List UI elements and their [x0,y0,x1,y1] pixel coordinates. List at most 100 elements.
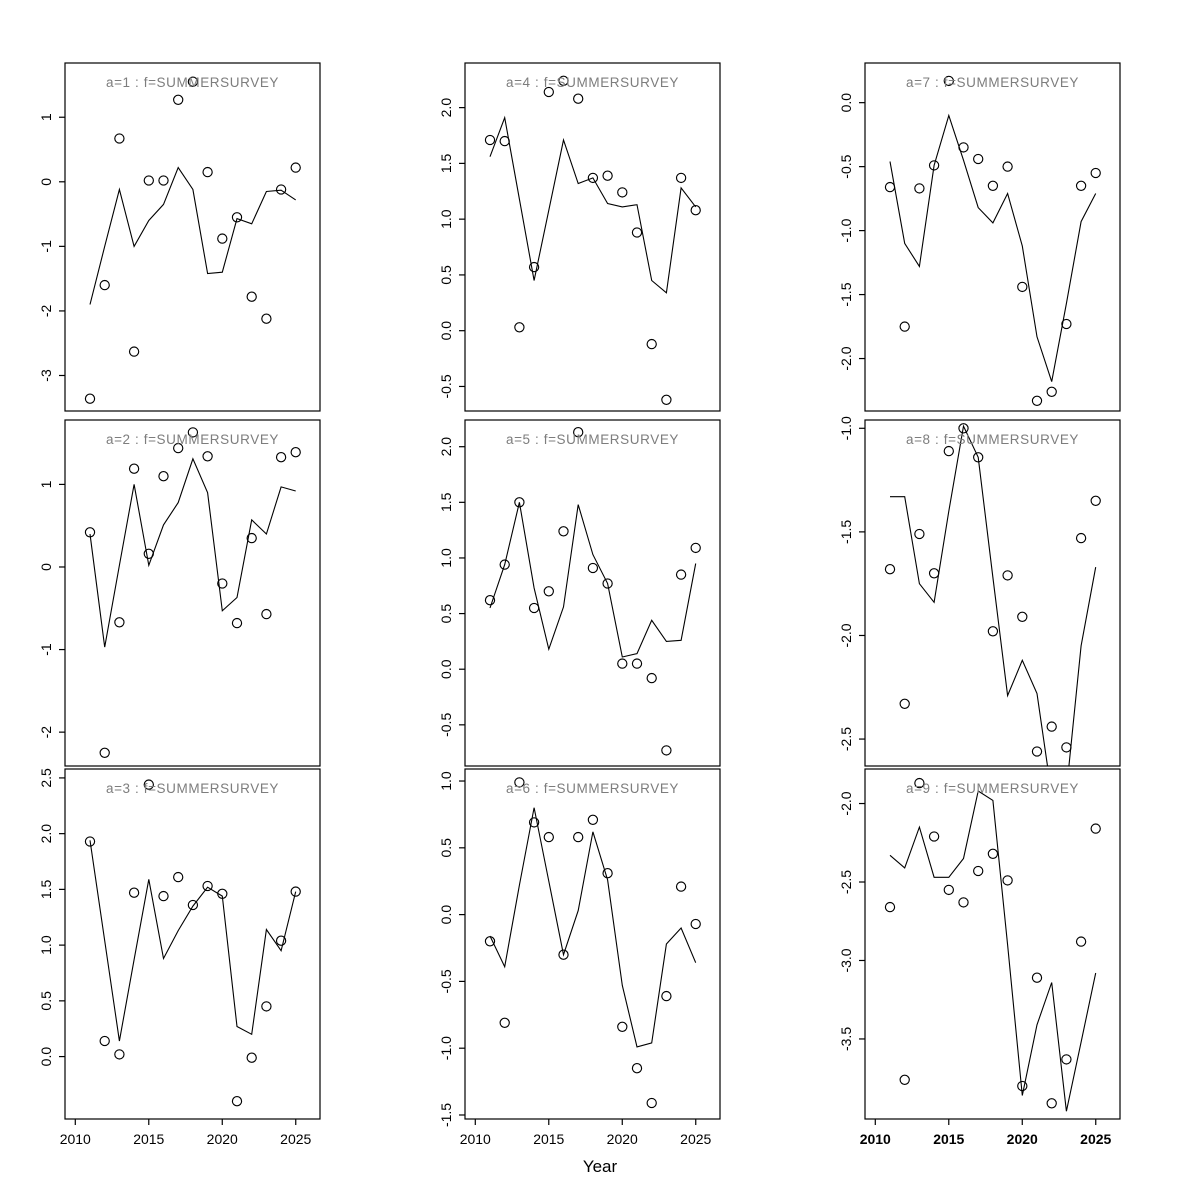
observation-point [84,393,96,404]
y-tick-label: 1.0 [38,935,54,955]
observation-point [617,658,628,669]
observation-point [958,142,969,153]
observation-point [514,497,525,508]
x-tick-label: 2010 [860,1131,891,1147]
observation-point [1090,823,1101,834]
observation-point [661,394,672,405]
observation-point [617,1021,628,1032]
y-tick-label: 2.5 [38,768,54,788]
observation-point [1031,746,1043,757]
observation-point [675,569,687,580]
plot-frame [864,768,1121,1120]
observation-point [1075,180,1087,191]
observation-point [231,617,243,629]
observation-point [499,1017,510,1028]
observation-point [690,918,701,930]
observation-point [602,578,613,589]
observation-point [514,322,525,333]
observation-point [1031,972,1043,983]
x-tick-label: 2020 [207,1131,238,1147]
observation-point [587,814,599,825]
panel-title: a=5 : f=SUMMERSURVEY [506,432,679,447]
y-tick-label: 0.0 [38,1047,54,1067]
observation-point [528,602,540,614]
y-tick-label: 0.5 [438,838,454,858]
observation-point [114,617,125,628]
y-tick-label: 1.0 [438,771,454,791]
y-tick-label: 2.0 [38,824,54,844]
y-tick-label: 0.5 [438,604,454,624]
observation-point [173,442,184,454]
plot-frame [464,419,721,767]
y-tick-label: 1 [38,113,54,121]
y-tick-label: 1.5 [38,879,54,899]
y-tick-label: 0.5 [438,265,454,285]
observation-point [275,935,287,946]
y-tick-label: -1.5 [838,282,854,306]
observation-point [646,672,657,684]
observation-point [631,658,643,669]
observation-point [602,868,613,879]
observation-point [1002,875,1013,886]
observation-point [187,427,199,438]
observation-point [899,1074,910,1085]
observation-point [217,888,228,899]
observation-point [914,777,925,789]
observation-point [484,134,496,146]
observation-point [275,452,287,463]
y-tick-label: 1.0 [438,209,454,229]
observation-point [602,170,613,181]
panel-data-layer [884,777,1101,1112]
observation-point [943,884,954,896]
plot-frame [64,419,321,767]
observation-point [99,747,110,758]
observation-point [202,451,213,462]
observation-point [1061,318,1072,330]
observation-point [499,135,510,147]
observation-point [899,698,910,709]
x-tick-label: 2020 [1007,1131,1038,1147]
panel-title: a=9 : f=SUMMERSURVEY [906,781,1079,796]
x-tick-label: 2025 [680,1131,711,1147]
fitted-line [890,424,1097,766]
plot-frame [464,62,721,412]
panel-title: a=3 : f=SUMMERSURVEY [106,781,279,796]
observation-point [290,162,301,173]
observation-point [290,886,301,897]
observation-point [1090,167,1101,179]
y-tick-label: 1 [38,480,54,488]
observation-point [1046,1098,1057,1109]
y-tick-label: -2 [38,726,54,739]
plot-frame [864,419,1121,767]
observation-point [1017,1080,1028,1092]
y-tick-label: -2.0 [838,623,854,647]
y-tick-label: -0.5 [438,969,454,993]
y-tick-label: -1.5 [838,520,854,544]
observation-point [261,313,272,324]
panel-title: a=6 : f=SUMMERSURVEY [506,781,679,796]
fitted-line [889,113,1097,382]
y-tick-label: 0.5 [38,991,54,1011]
observation-point [973,865,984,877]
observation-point [290,447,301,458]
panel-a7: 0.0 -0.5 -1.0 -1.5 -2.0 a=7 : f=SUMMERSURVEY [838,62,1121,412]
observation-point [246,532,257,544]
observation-point [499,559,510,570]
panel-a8: -1.0 -1.5 -2.0 -2.5 a=8 : f=SUMMERSURVEY [838,416,1121,767]
observation-point [217,233,228,244]
y-tick-label: -2.5 [838,870,854,894]
panel-title: a=7 : f=SUMMERSURVEY [906,75,1079,90]
panel-data-layer [84,76,301,404]
observation-point [128,887,140,898]
y-tick-label: -3.5 [838,1027,854,1051]
observation-point [143,175,154,186]
observation-point [99,1035,110,1047]
observation-point [646,1097,657,1109]
observation-point [661,990,672,1002]
fitted-line [489,115,697,294]
fitted-line [89,166,297,305]
observation-point [661,745,672,756]
fitted-line [489,502,697,658]
